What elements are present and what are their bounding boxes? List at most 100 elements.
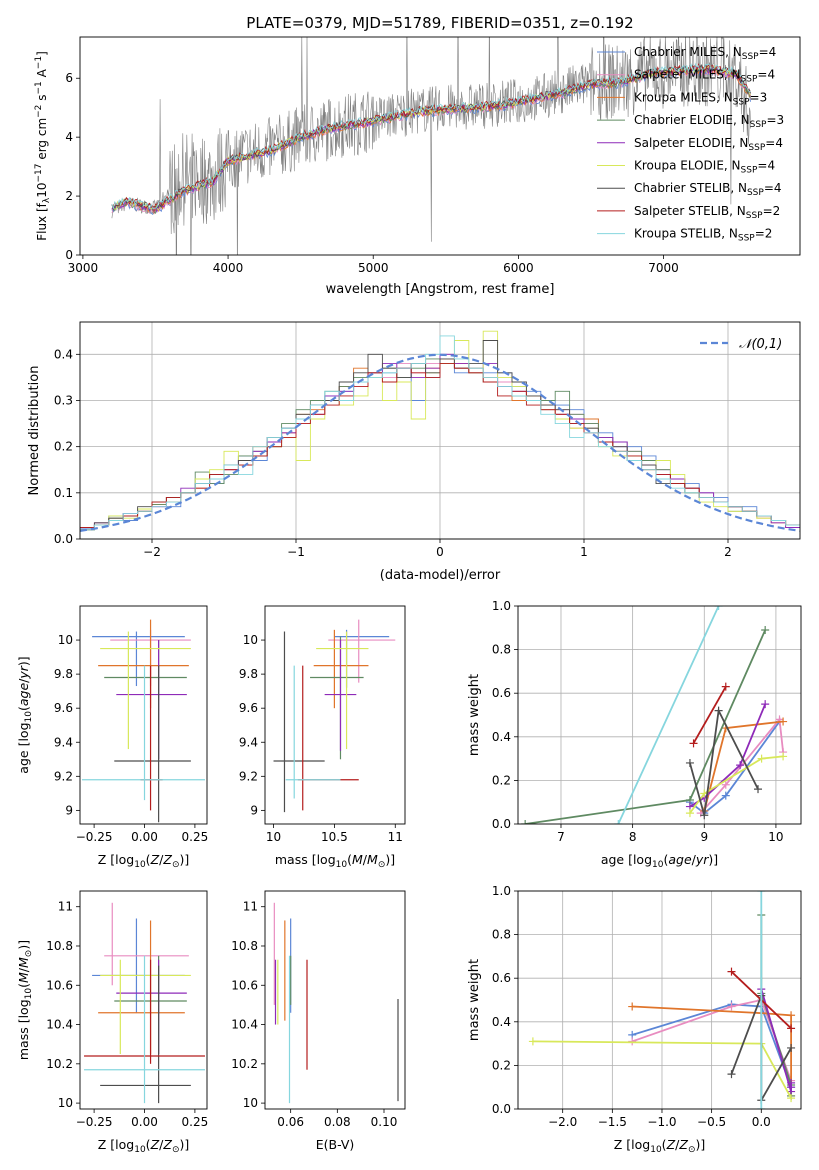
series-kroupa-stelib [757, 891, 766, 1109]
model-spectrum-salpeter-stelib [111, 63, 751, 213]
legend-entry: Kroupa ELODIE, NSSP=4 [634, 159, 775, 176]
legend-entry: Salpeter STELIB, NSSP=2 [634, 204, 780, 221]
series-line [689, 707, 759, 816]
legend-nssp-eq: = [755, 227, 765, 241]
y-tick-label: 11 [58, 900, 73, 914]
x-tick-label: −2 [143, 545, 161, 559]
errorbar-chabrier-stelib [100, 965, 191, 1104]
plot-area [521, 606, 788, 824]
axes-frame [79, 321, 801, 540]
legend-nssp-label: , N [716, 90, 733, 104]
legend-nssp-sub: SSP [750, 120, 767, 130]
x-tick-label: −1 [287, 545, 305, 559]
x-tick-label: 5000 [358, 261, 389, 275]
y-tick-label: 10.8 [231, 939, 258, 953]
legend-nssp-label: , N [729, 204, 746, 218]
legend-nssp-sub: SSP [738, 234, 755, 244]
plot-area [84, 902, 205, 1104]
x-tick-label: 2 [724, 545, 732, 559]
legend-nssp-value: 4 [775, 136, 783, 150]
errorbar-salpeter-stelib [140, 665, 163, 811]
point-marker [689, 739, 698, 748]
series-line [689, 720, 781, 815]
point-marker [787, 1024, 796, 1033]
y-tick-label: 0.4 [492, 730, 511, 744]
errorbar-salpeter-miles [328, 619, 396, 683]
legend-entry: Chabrier STELIB, NSSP=4 [634, 181, 782, 198]
x-tick-label: 9 [700, 830, 708, 844]
errorbar-chabrier-elodie [104, 640, 187, 760]
errorbar-salpeter-elodie [116, 959, 187, 1055]
point-marker [685, 758, 694, 767]
legend-series-name: Kroupa ELODIE [634, 159, 724, 173]
legend-nssp-eq: = [766, 113, 776, 127]
y-tick-label: 0.6 [492, 686, 511, 700]
mass-vs-metallicity-panel: −0.25 0.00 0.25 10 10.2 10.4 10.6 10.8 11 Z [log1… [16, 890, 208, 1155]
series-kroupa-elodie [685, 752, 788, 818]
point-marker [727, 1070, 736, 1079]
x-tick-label: 0.0 [752, 1115, 771, 1129]
y-tick-label: 0.2 [54, 440, 73, 454]
y-tick-label: 4 [65, 130, 73, 144]
point-marker [761, 700, 770, 709]
x-tick-label: −2.0 [548, 1115, 577, 1129]
y-tick-label: 9.6 [54, 701, 73, 715]
series-line [700, 717, 784, 814]
y-tick-label: 0.0 [492, 1102, 511, 1116]
legend-series-name: Chabrier STELIB [634, 181, 730, 195]
errorbar-kroupa-stelib [285, 665, 341, 799]
series-chabrier-elodie [521, 625, 770, 824]
y-tick-label: 2 [65, 189, 73, 203]
legend-nssp-eq: = [765, 136, 775, 150]
axes-frame [79, 605, 208, 825]
y-tick-label: 10 [58, 1096, 73, 1110]
point-marker [787, 1094, 796, 1103]
axes-frame [264, 890, 406, 1110]
mass-weight-vs-age-panel: 7 8 9 10 0.0 0.2 0.4 0.6 0.8 1.0 age [log10(age/yr… [467, 599, 802, 870]
x-axis-label: Z [log10(Z/Z⊙)] [98, 1137, 190, 1155]
y-tick-label: 9.4 [239, 735, 258, 749]
x-tick-label: 0.25 [182, 830, 209, 844]
legend-nssp-eq: = [757, 159, 767, 173]
legend-nssp-label: , N [724, 68, 741, 82]
series-line [689, 755, 784, 814]
point-marker [700, 811, 709, 820]
legend-nssp-label: , N [733, 113, 750, 127]
histogram-kroupa-stelib [80, 335, 800, 531]
plot-area [111, 37, 751, 255]
age-vs-mass-panel: 10 10.5 11 9 9.2 9.4 9.6 9.8 10 mass [log10(M/M⊙)… [239, 605, 406, 870]
x-tick-label: 10 [266, 830, 281, 844]
legend-nssp-eq: = [764, 181, 774, 195]
normal-distribution-curve [80, 353, 800, 532]
y-tick-label: 1.0 [492, 884, 511, 898]
legend-series-name: Chabrier MILES [634, 45, 725, 59]
y-tick-label: 9.8 [54, 667, 73, 681]
legend-nssp-label: , N [724, 159, 741, 173]
y-tick-label: 10.4 [46, 1018, 73, 1032]
x-tick-label: 1 [580, 545, 588, 559]
y-tick-label: 0.1 [54, 486, 73, 500]
x-tick-label: −1.5 [598, 1115, 627, 1129]
axis-label: wavelength [Angstrom, rest frame] [326, 282, 555, 297]
x-tick-label: 7 [557, 830, 565, 844]
legend-nssp-eq: = [757, 68, 767, 82]
legend-nssp-value: 4 [767, 68, 775, 82]
y-tick-label: 10.2 [46, 1057, 73, 1071]
x-tick-label: 4000 [213, 261, 244, 275]
y-tick-label: 0.2 [492, 1058, 511, 1072]
legend-series-name: Kroupa STELIB [634, 227, 721, 241]
point-marker [736, 761, 745, 770]
x-tick-label: −0.5 [697, 1115, 726, 1129]
legend-nssp-label: , N [730, 181, 747, 195]
legend-entry: Kroupa STELIB, NSSP=2 [634, 227, 772, 244]
errorbar-kroupa-elodie [100, 959, 191, 1055]
errorbar-chabrier-elodie [310, 636, 364, 760]
x-tick-label: 7000 [648, 261, 679, 275]
errorbar-kroupa-stelib [82, 665, 205, 801]
point-marker [721, 780, 730, 789]
legend-nssp-sub: SSP [747, 188, 764, 198]
y-tick-label: 9.2 [239, 769, 258, 783]
plot-area [82, 619, 205, 823]
legend-nssp-value: 4 [769, 45, 777, 59]
